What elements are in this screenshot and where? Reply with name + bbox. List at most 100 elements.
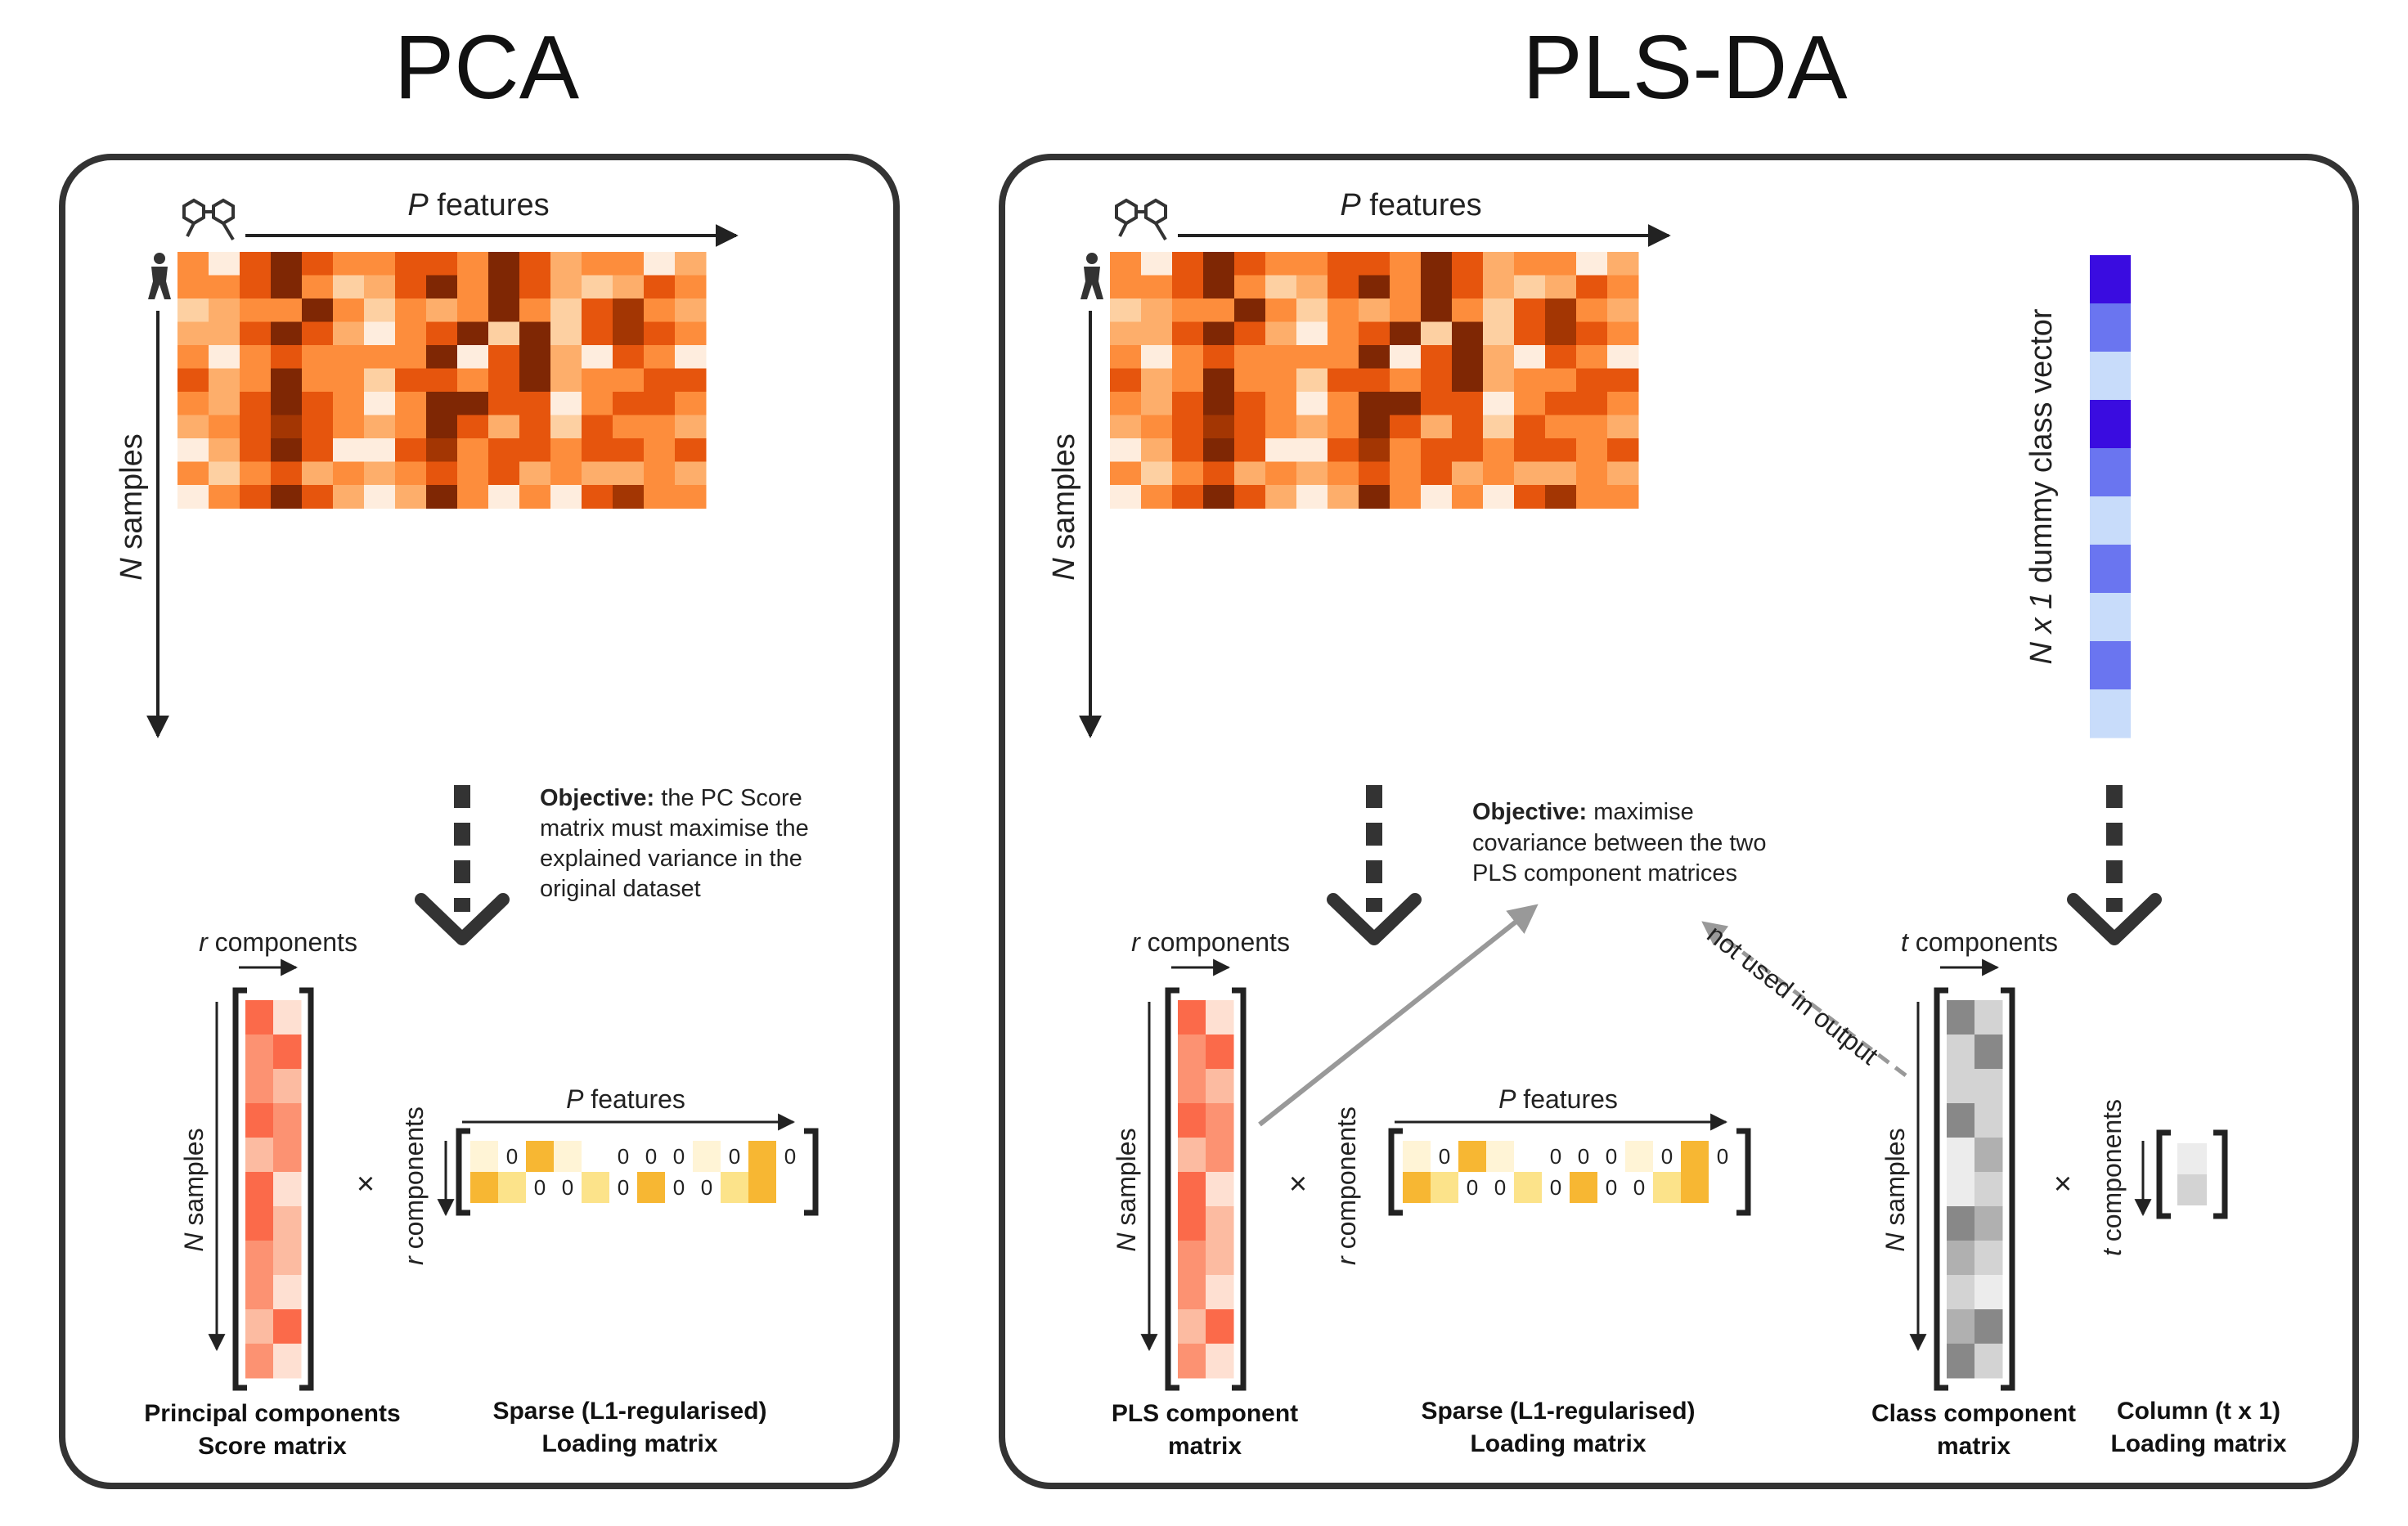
heatmap-cell bbox=[613, 485, 645, 509]
heatmap-cell bbox=[519, 298, 551, 322]
matrix-cell bbox=[1947, 1103, 1975, 1138]
heatmap-cell bbox=[675, 485, 707, 509]
heatmap-cell bbox=[333, 252, 365, 276]
heatmap-cell bbox=[1421, 438, 1453, 462]
heatmap-cell bbox=[1421, 298, 1453, 322]
heatmap-cell bbox=[488, 252, 520, 276]
heatmap-cell bbox=[333, 298, 365, 322]
column-caption-2: Loading matrix bbox=[2110, 1430, 2286, 1457]
heatmap-cell bbox=[426, 392, 458, 415]
heatmap-cell bbox=[550, 415, 582, 439]
heatmap-cell bbox=[1514, 252, 1546, 276]
heatmap-cell bbox=[1234, 345, 1266, 369]
heatmap-cell bbox=[488, 275, 520, 299]
heatmap-cell bbox=[240, 298, 272, 322]
heatmap-cell bbox=[582, 298, 613, 322]
pca-objective-line-4: original dataset bbox=[540, 876, 701, 902]
matrix-cell bbox=[1974, 1309, 2003, 1344]
heatmap-cell bbox=[1390, 275, 1422, 299]
heatmap-cell bbox=[1390, 415, 1422, 439]
heatmap-cell bbox=[209, 461, 240, 486]
heatmap-cell bbox=[395, 485, 427, 509]
heatmap-cell bbox=[582, 345, 613, 369]
matrix-cell bbox=[273, 1344, 302, 1379]
heatmap-cell bbox=[1421, 485, 1453, 509]
class-vector-cell bbox=[2090, 400, 2131, 449]
heatmap-cell bbox=[1203, 298, 1235, 322]
heatmap-cell bbox=[271, 392, 303, 415]
matrix-cell bbox=[1947, 1206, 1975, 1241]
pca-features-label: P features bbox=[407, 188, 549, 222]
heatmap-cell bbox=[395, 345, 427, 369]
loading-cell bbox=[526, 1141, 554, 1172]
heatmap-cell bbox=[1296, 275, 1328, 299]
heatmap-cell bbox=[582, 461, 613, 486]
heatmap-cell bbox=[1514, 275, 1546, 299]
heatmap-cell bbox=[488, 461, 520, 486]
heatmap-cell bbox=[1545, 461, 1577, 486]
class-component-matrix bbox=[1934, 987, 2015, 1391]
heatmap-cell bbox=[1172, 392, 1204, 415]
pca-score-caption-1: Principal components bbox=[144, 1400, 400, 1427]
heatmap-cell bbox=[675, 438, 707, 462]
heatmap-cell bbox=[1234, 275, 1266, 299]
matrix-cell bbox=[1947, 1344, 1975, 1379]
loading-cell bbox=[1431, 1172, 1458, 1203]
heatmap-cell bbox=[1390, 298, 1422, 322]
loading-bracket bbox=[456, 1128, 819, 1216]
heatmap-cell bbox=[1545, 275, 1577, 299]
heatmap-cell bbox=[240, 415, 272, 439]
heatmap-cell bbox=[1576, 298, 1608, 322]
heatmap-cell bbox=[550, 438, 582, 462]
pca-dashed-arrow bbox=[415, 785, 510, 945]
matrix-cell bbox=[245, 1035, 274, 1070]
class-vector-label: N x 1 dummy class vector bbox=[2024, 308, 2059, 664]
class-caption-1: Class component bbox=[1871, 1400, 2076, 1427]
heatmap-cell bbox=[209, 485, 240, 509]
pca-n-samples-label: N samples bbox=[179, 1128, 209, 1251]
heatmap-cell bbox=[644, 298, 676, 322]
matrix-cell bbox=[1206, 1069, 1234, 1104]
heatmap-cell bbox=[488, 485, 520, 509]
heatmap-cell bbox=[1328, 415, 1359, 439]
heatmap-cell bbox=[675, 252, 707, 276]
heatmap-cell bbox=[644, 252, 676, 276]
class-vector-cell bbox=[2090, 641, 2131, 690]
heatmap-cell bbox=[1452, 368, 1484, 393]
matrix-cell bbox=[273, 1206, 302, 1241]
heatmap-cell bbox=[1203, 415, 1235, 439]
loading-cell bbox=[1653, 1172, 1681, 1203]
heatmap-cell bbox=[1203, 438, 1235, 462]
heatmap-cell bbox=[271, 275, 303, 299]
pca-title: PCA bbox=[394, 17, 580, 118]
plsda-loading-caption-2: Loading matrix bbox=[1470, 1430, 1646, 1457]
heatmap-cell bbox=[426, 345, 458, 369]
heatmap-cell bbox=[1328, 275, 1359, 299]
matrix-cell bbox=[273, 1172, 302, 1207]
loading-zero: 0 bbox=[1439, 1144, 1450, 1169]
heatmap-cell bbox=[1328, 485, 1359, 509]
heatmap-cell bbox=[1265, 345, 1297, 369]
heatmap-cell bbox=[1172, 298, 1204, 322]
plsda-molecule-icon bbox=[1115, 198, 1167, 241]
matrix-cell bbox=[1206, 1206, 1234, 1241]
heatmap-cell bbox=[1483, 461, 1515, 486]
heatmap-cell bbox=[613, 461, 645, 486]
heatmap-cell bbox=[582, 392, 613, 415]
heatmap-cell bbox=[457, 298, 489, 322]
pca-loading-r-label: r components bbox=[399, 1106, 429, 1265]
plsda-r-components-label: r components bbox=[1131, 927, 1290, 957]
heatmap-cell bbox=[519, 461, 551, 486]
heatmap-cell bbox=[302, 415, 334, 439]
column-caption-1: Column (t x 1) bbox=[2117, 1398, 2280, 1425]
heatmap-cell bbox=[426, 415, 458, 439]
heatmap-cell bbox=[426, 252, 458, 276]
heatmap-cell bbox=[1110, 275, 1142, 299]
heatmap-cell bbox=[1514, 415, 1546, 439]
heatmap-cell bbox=[1359, 461, 1390, 486]
heatmap-cell bbox=[333, 345, 365, 369]
heatmap-cell bbox=[1203, 368, 1235, 393]
matrix-cell bbox=[1974, 1138, 2003, 1173]
pca-loading-features-label: P features bbox=[566, 1084, 685, 1114]
heatmap-cell bbox=[271, 461, 303, 486]
